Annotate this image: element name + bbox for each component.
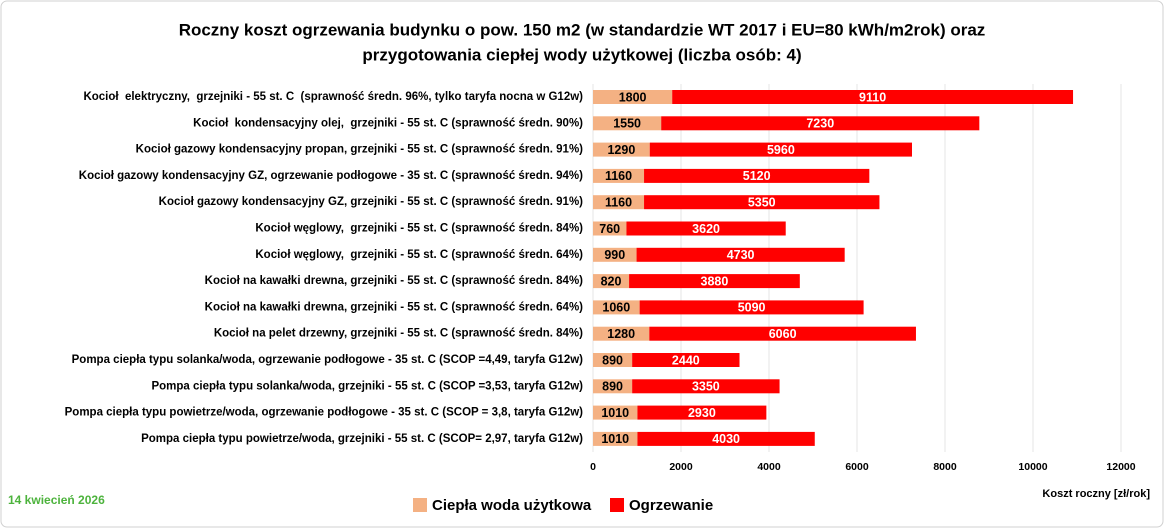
bar-segment [593, 116, 662, 131]
value-label: 2930 [688, 406, 716, 420]
bar-segment [593, 195, 645, 210]
x-tick-label: 6000 [845, 461, 869, 473]
value-label: 1010 [601, 406, 629, 420]
y-tick-label: Kocioł gazowy kondensacyjny GZ, grzejnik… [159, 196, 584, 208]
value-label: 5090 [738, 301, 766, 315]
value-label: 1550 [613, 117, 641, 131]
value-label: 1800 [619, 90, 647, 104]
bar-segment [593, 221, 627, 236]
y-tick-label: Kocioł na kawałki drewna, grzejniki - 55… [205, 301, 584, 313]
bar-segment [649, 142, 912, 157]
value-label: 5120 [743, 169, 771, 183]
bar-segment [661, 116, 980, 131]
legend-label: Ogrzewanie [629, 497, 713, 514]
y-tick-label: Pompa ciepła typu powietrze/woda, grzejn… [141, 433, 583, 445]
legend-label: Ciepła woda użytkowa [432, 497, 592, 514]
value-label: 1160 [605, 195, 632, 209]
value-label: 1060 [602, 301, 630, 315]
bar-segment [626, 221, 786, 236]
value-label: 3350 [692, 380, 720, 394]
value-label: 1010 [601, 432, 629, 446]
value-label: 9110 [859, 90, 886, 104]
y-tick-label: Kocioł na kawałki drewna, grzejniki - 55… [205, 275, 584, 287]
value-label: 760 [599, 222, 620, 236]
bar-segment [593, 431, 638, 446]
y-tick-label: Kocioł kondensacyjny olej, grzejniki - 5… [193, 117, 583, 129]
bar-segment [593, 405, 638, 420]
y-tick-label: Pompa ciepła typu powietrze/woda, ogrzew… [65, 407, 584, 419]
value-label: 4030 [712, 432, 740, 446]
value-label: 1160 [605, 169, 632, 183]
x-tick-label: 2000 [669, 461, 693, 473]
value-label: 5960 [767, 143, 795, 157]
x-axis-label: Koszt roczny [zł/rok] [1042, 488, 1150, 500]
bar-segment [593, 353, 633, 367]
bar-segment [593, 168, 645, 183]
value-label: 1290 [607, 143, 635, 157]
value-label: 820 [601, 274, 622, 288]
bar-segment [639, 300, 864, 315]
legend-swatch [610, 498, 624, 512]
bar-segment [637, 431, 815, 446]
bar-segment [644, 168, 870, 183]
bar-segment [593, 379, 633, 394]
x-tick-label: 4000 [757, 461, 781, 473]
bar-segment [629, 274, 800, 289]
y-tick-label: Kocioł węglowy, grzejniki - 55 st. C (sp… [255, 223, 583, 235]
bar-segment [672, 90, 1074, 104]
value-label: 990 [604, 248, 625, 262]
bar-segment [637, 405, 767, 420]
value-label: 3620 [692, 222, 720, 236]
x-tick-label: 8000 [933, 461, 957, 473]
value-label: 4730 [727, 248, 755, 262]
bar-segment [593, 300, 640, 315]
bar-segment [632, 353, 740, 367]
bar-segment [593, 247, 637, 262]
chart-title: przygotowania ciepłej wody użytkowej (li… [362, 45, 801, 64]
bar-segment [644, 195, 880, 210]
value-label: 7230 [806, 117, 834, 131]
value-label: 3880 [701, 274, 729, 288]
date-annotation: 14 kwiecień 2026 [8, 493, 105, 507]
bar-segment [632, 379, 780, 394]
y-tick-label: Pompa ciepła typu solanka/woda, grzejnik… [151, 380, 583, 392]
bar-segment [593, 326, 650, 341]
x-tick-label: 0 [590, 461, 596, 473]
value-label: 890 [602, 380, 623, 394]
y-tick-label: Kocioł elektryczny, grzejniki - 55 st. C… [83, 91, 583, 103]
bar-segment [593, 274, 630, 289]
value-label: 890 [602, 353, 623, 367]
y-tick-label: Kocioł gazowy kondensacyjny GZ, ogrzewan… [79, 170, 583, 182]
y-tick-label: Kocioł na pelet drzewny, grzejniki - 55 … [214, 328, 583, 340]
bar-segment [593, 90, 673, 104]
bar-segment [649, 326, 916, 341]
x-tick-label: 12000 [1106, 461, 1135, 473]
y-tick-label: Kocioł gazowy kondensacyjny propan, grze… [136, 144, 584, 156]
y-tick-label: Kocioł węglowy, grzejniki - 55 st. C (sp… [255, 249, 583, 261]
legend-swatch [413, 498, 427, 512]
value-label: 6060 [769, 327, 797, 341]
bar-segment [636, 247, 845, 262]
value-label: 5350 [748, 195, 776, 209]
chart-title: Roczny koszt ogrzewania budynku o pow. 1… [179, 20, 986, 39]
bar-segment [593, 142, 650, 157]
value-label: 1280 [607, 327, 635, 341]
x-tick-label: 10000 [1018, 461, 1047, 473]
y-tick-label: Pompa ciepła typu solanka/woda, ogrzewan… [72, 354, 584, 366]
value-label: 2440 [672, 353, 700, 367]
